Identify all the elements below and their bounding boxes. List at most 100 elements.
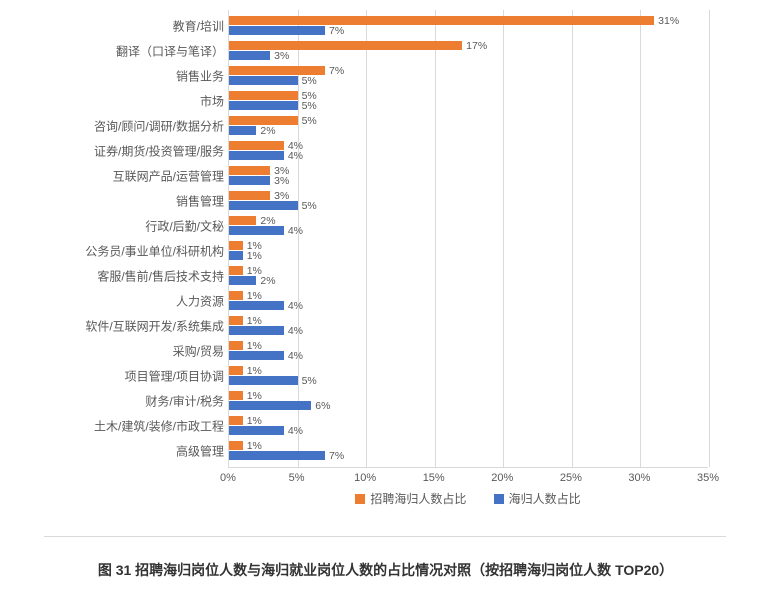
bar-value-b: 4% xyxy=(288,300,303,312)
category-label: 销售业务 xyxy=(176,67,224,84)
gridline xyxy=(640,10,641,467)
bar-series-b xyxy=(229,301,284,310)
bar-value-b: 4% xyxy=(288,325,303,337)
gridline xyxy=(503,10,504,467)
legend-item-a: 招聘海归人数占比 xyxy=(355,490,466,507)
category-label: 互联网产品/运营管理 xyxy=(113,167,224,184)
category-label: 土木/建筑/装修/市政工程 xyxy=(94,417,224,434)
gridline xyxy=(298,10,299,467)
bar-series-a xyxy=(229,416,243,425)
square-icon xyxy=(494,494,504,504)
bar-value-b: 5% xyxy=(302,375,317,387)
bar-value-a: 1% xyxy=(247,415,262,427)
bar-series-b xyxy=(229,226,284,235)
legend-label-a: 招聘海归人数占比 xyxy=(370,490,466,507)
x-tick-label: 30% xyxy=(628,472,650,484)
bar-series-a xyxy=(229,241,243,250)
bar-value-a: 1% xyxy=(247,315,262,327)
bar-series-a xyxy=(229,291,243,300)
bar-series-b xyxy=(229,276,256,285)
bar-series-a xyxy=(229,16,654,25)
bar-value-b: 3% xyxy=(274,175,289,187)
bar-series-a xyxy=(229,91,298,100)
category-label: 翻译（口译与笔译） xyxy=(116,42,224,59)
category-label: 采购/贸易 xyxy=(173,342,224,359)
bar-series-a xyxy=(229,141,284,150)
category-label: 客服/售前/售后技术支持 xyxy=(97,267,224,284)
bar-series-b xyxy=(229,376,298,385)
bar-series-b xyxy=(229,126,256,135)
bar-series-b xyxy=(229,101,298,110)
bar-series-a xyxy=(229,316,243,325)
bar-series-b xyxy=(229,326,284,335)
bar-value-b: 5% xyxy=(302,200,317,212)
category-label: 咨询/顾问/调研/数据分析 xyxy=(94,117,224,134)
legend: 招聘海归人数占比 海归人数占比 xyxy=(228,490,708,507)
bar-value-b: 4% xyxy=(288,150,303,162)
x-tick-label: 10% xyxy=(354,472,376,484)
plot-area: 31%7%17%3%7%5%5%5%5%2%4%4%3%3%3%5%2%4%1%… xyxy=(228,10,708,468)
category-label: 软件/互联网开发/系统集成 xyxy=(85,317,224,334)
bar-value-b: 4% xyxy=(288,425,303,437)
bar-series-a xyxy=(229,341,243,350)
bar-value-a: 1% xyxy=(247,365,262,377)
bar-value-a: 5% xyxy=(302,115,317,127)
x-tick-label: 5% xyxy=(289,472,305,484)
divider xyxy=(44,536,726,537)
category-label: 人力资源 xyxy=(176,292,224,309)
bar-value-b: 5% xyxy=(302,75,317,87)
bar-value-a: 1% xyxy=(247,440,262,452)
bar-value-b: 4% xyxy=(288,350,303,362)
bar-value-a: 2% xyxy=(260,215,275,227)
category-label: 销售管理 xyxy=(176,192,224,209)
bar-value-b: 6% xyxy=(315,400,330,412)
category-label: 市场 xyxy=(200,92,224,109)
gridline xyxy=(709,10,710,467)
gridline xyxy=(435,10,436,467)
bar-value-b: 7% xyxy=(329,25,344,37)
bar-series-b xyxy=(229,151,284,160)
figure-caption: 图 31 招聘海归岗位人数与海归就业岗位人数的占比情况对照（按招聘海归岗位人数 … xyxy=(0,560,771,580)
bar-series-b xyxy=(229,51,270,60)
legend-item-b: 海归人数占比 xyxy=(494,490,581,507)
bar-value-a: 7% xyxy=(329,65,344,77)
bar-series-b xyxy=(229,76,298,85)
x-tick-label: 0% xyxy=(220,472,236,484)
bar-value-b: 5% xyxy=(302,100,317,112)
bar-value-a: 17% xyxy=(466,40,487,52)
bar-series-b xyxy=(229,426,284,435)
gridline xyxy=(366,10,367,467)
x-tick-label: 20% xyxy=(491,472,513,484)
category-label: 教育/培训 xyxy=(173,17,224,34)
bar-series-a xyxy=(229,216,256,225)
category-label: 高级管理 xyxy=(176,442,224,459)
category-label: 证券/期货/投资管理/服务 xyxy=(94,142,224,159)
bar-series-b xyxy=(229,26,325,35)
bar-series-b xyxy=(229,201,298,210)
bar-series-a xyxy=(229,441,243,450)
bar-value-a: 31% xyxy=(658,15,679,27)
bar-value-b: 3% xyxy=(274,50,289,62)
bar-series-a xyxy=(229,391,243,400)
bar-series-a xyxy=(229,366,243,375)
bar-value-b: 2% xyxy=(260,125,275,137)
bar-value-b: 1% xyxy=(247,250,262,262)
chart-container: 31%7%17%3%7%5%5%5%5%2%4%4%3%3%3%5%2%4%1%… xyxy=(48,10,728,505)
bar-value-a: 1% xyxy=(247,340,262,352)
bar-value-b: 2% xyxy=(260,275,275,287)
bar-series-b xyxy=(229,251,243,260)
bar-value-b: 7% xyxy=(329,450,344,462)
bar-series-b xyxy=(229,451,325,460)
x-tick-label: 35% xyxy=(697,472,719,484)
bar-series-b xyxy=(229,351,284,360)
bar-series-b xyxy=(229,401,311,410)
bar-value-a: 3% xyxy=(274,190,289,202)
bar-value-b: 4% xyxy=(288,225,303,237)
category-label: 项目管理/项目协调 xyxy=(125,367,224,384)
category-label: 行政/后勤/文秘 xyxy=(145,217,224,234)
bar-series-a xyxy=(229,166,270,175)
x-tick-label: 25% xyxy=(560,472,582,484)
x-tick-label: 15% xyxy=(423,472,445,484)
category-label: 公务员/事业单位/科研机构 xyxy=(85,242,224,259)
bar-value-a: 1% xyxy=(247,290,262,302)
